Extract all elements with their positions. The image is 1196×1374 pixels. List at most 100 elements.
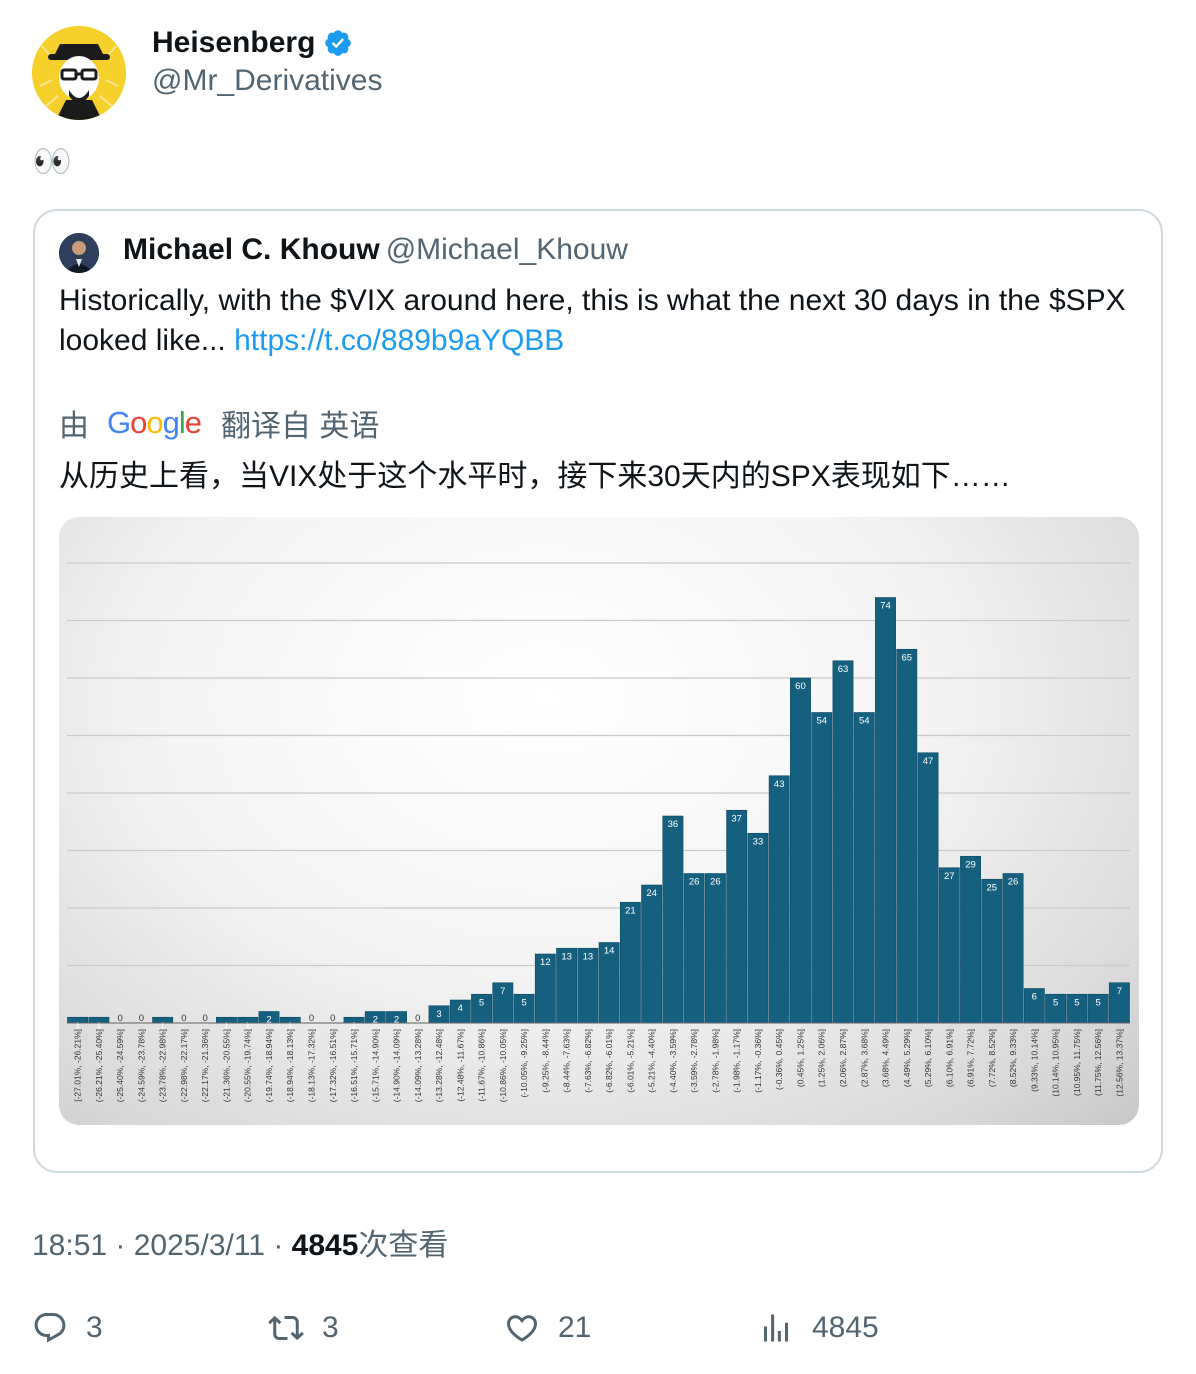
x-tick-label: (-2.78%, -1.98%] <box>710 1029 720 1093</box>
quoted-author-handle[interactable]: @Michael_Khouw <box>385 233 628 266</box>
histogram-chart: 1[-27.01%, -26.21%]1(-26.21%, -25.40%]0(… <box>67 562 1130 1102</box>
bar-value-label: 60 <box>795 681 806 692</box>
tweet-time[interactable]: 18:51 <box>32 1229 108 1262</box>
bar-value-label: 36 <box>668 819 679 830</box>
x-tick-label: (-11.67%, -10.86%] <box>477 1029 487 1102</box>
tweet-date[interactable]: 2025/3/11 <box>133 1229 265 1262</box>
x-tick-label: (-1.98%, -1.17%] <box>732 1029 742 1093</box>
quoted-link[interactable]: https://t.co/889b9aYQBB <box>234 324 565 357</box>
x-tick-label: (-3.59%, -2.78%] <box>689 1029 699 1093</box>
bar-value-label: 2 <box>266 1015 271 1026</box>
x-tick-label: (-22.17%, -21.36%] <box>200 1029 210 1102</box>
histogram-bar <box>790 677 811 1024</box>
bar-value-label: 54 <box>816 716 827 727</box>
histogram-bar <box>768 775 790 1024</box>
bar-value-label: 1 <box>351 1020 356 1031</box>
bar-value-label: 5 <box>521 997 526 1008</box>
bar-value-label: 5 <box>479 997 484 1008</box>
histogram-bar <box>853 712 875 1024</box>
action-bar: 3 3 21 4845 <box>32 1306 1162 1350</box>
bar-value-label: 26 <box>689 877 700 888</box>
x-tick-label: (2.87%, 3.68%] <box>859 1029 869 1087</box>
x-tick-label: (12.56%, 13.37%] <box>1114 1029 1124 1097</box>
google-logo-icon: Google <box>107 405 202 440</box>
repost-button[interactable]: 3 <box>268 1306 339 1350</box>
bar-value-label: 26 <box>710 877 721 888</box>
x-tick-label: (3.68%, 4.49%] <box>881 1029 891 1087</box>
bar-value-label: 47 <box>923 756 934 767</box>
heisenberg-avatar-icon[interactable] <box>32 26 126 120</box>
x-tick-label: (-10.05%, -9.25%] <box>519 1029 529 1098</box>
bar-value-label: 0 <box>139 1013 144 1024</box>
meta-separator: · <box>273 1229 292 1262</box>
x-tick-label: (-16.51%, -15.71%] <box>349 1029 359 1102</box>
histogram-bar <box>811 712 833 1024</box>
x-tick-label: (-17.32%, -16.51%] <box>328 1029 338 1102</box>
reply-button[interactable]: 3 <box>32 1306 103 1350</box>
quoted-author-name[interactable]: Michael C. Khouw <box>123 233 380 266</box>
histogram-bar <box>896 648 918 1024</box>
reply-count: 3 <box>86 1311 103 1344</box>
histogram-chart-image[interactable]: 1 [-27.01%, -26.21%] 1 (-26.21%, -25.40%] 0(… <box>59 517 1139 1125</box>
bar-value-label: 5 <box>1053 997 1058 1008</box>
x-tick-label: (-0.36%, 0.45%] <box>774 1029 784 1090</box>
x-tick-label: (-20.55%, -19.74%] <box>243 1029 253 1102</box>
x-tick-label: (-15.71%, -14.90%] <box>370 1029 380 1102</box>
bar-value-label: 0 <box>330 1013 335 1024</box>
bar-value-label: 1 <box>75 1020 80 1031</box>
x-tick-label: (9.33%, 10.14%] <box>1029 1029 1039 1092</box>
histogram-bar <box>683 873 705 1024</box>
bar-value-label: 0 <box>118 1013 123 1024</box>
histogram-bar <box>917 752 939 1024</box>
translate-suffix: 翻译自 英语 <box>221 410 380 443</box>
heart-icon <box>506 1315 538 1342</box>
translated-text: 从历史上看，当VIX处于这个水平时，接下来30天内的SPX表现如下…… <box>59 460 1011 493</box>
quoted-text: Historically, with the $VIX around here,… <box>59 284 1126 357</box>
x-tick-label: (-23.78%, -22.98%] <box>158 1029 168 1102</box>
x-tick-label: (-18.13%, -17.32%] <box>306 1029 316 1102</box>
bar-value-label: 63 <box>838 664 849 675</box>
x-tick-label: (10.95%, 11.75%] <box>1072 1029 1082 1096</box>
like-count: 21 <box>558 1311 592 1344</box>
x-tick-label: (-21.36%, -20.55%] <box>221 1029 231 1102</box>
quoted-tweet-card[interactable]: Michael C. Khouw @Michael_Khouw Historica… <box>33 209 1163 1173</box>
reply-icon <box>34 1313 66 1343</box>
views-button[interactable]: 4845 <box>758 1306 879 1350</box>
tweet-header: Heisenberg @Mr_Derivatives <box>32 26 632 122</box>
like-button[interactable]: 21 <box>504 1306 591 1350</box>
bar-value-label: 21 <box>625 905 636 916</box>
x-tick-label: (-1.17%, -0.36%] <box>753 1029 763 1093</box>
x-tick-label: (-6.01%, -5.21%] <box>625 1029 635 1093</box>
translate-prefix: 由 <box>59 410 89 443</box>
bar-value-label: 4 <box>458 1003 463 1014</box>
x-tick-label: (-6.82%, -6.01%] <box>604 1029 614 1093</box>
x-tick-label: (6.10%, 6.91%] <box>944 1029 954 1087</box>
views-action-count: 4845 <box>812 1311 879 1344</box>
meta-separator: · <box>115 1229 134 1262</box>
x-tick-label: (6.91%, 7.72%] <box>966 1029 976 1087</box>
bar-value-label: 1 <box>96 1020 101 1031</box>
x-tick-label: (-8.44%, -7.63%] <box>562 1029 572 1093</box>
bar-value-label: 26 <box>1008 877 1019 888</box>
author-name-row[interactable]: Heisenberg <box>152 26 353 60</box>
x-tick-label: (-12.48%, -11.67%] <box>455 1029 465 1102</box>
tweet-meta: 18:51 · 2025/3/11 · 4845次查看 <box>32 1220 448 1264</box>
histogram-bar <box>832 660 854 1024</box>
translation-attribution[interactable]: 由 Google 翻译自 英语 <box>59 403 379 443</box>
bar-value-label: 7 <box>1117 986 1122 997</box>
author-handle[interactable]: @Mr_Derivatives <box>152 64 383 97</box>
quoted-author-line: Michael C. Khouw @Michael_Khouw <box>123 233 628 267</box>
quoted-author-avatar[interactable] <box>59 233 99 273</box>
x-tick-label: (-19.74%, -18.94%] <box>264 1029 274 1102</box>
histogram-bar <box>641 884 663 1024</box>
bar-value-label: 1 <box>245 1020 250 1031</box>
bar-value-label: 13 <box>583 951 594 962</box>
author-display-name[interactable]: Heisenberg <box>152 26 316 59</box>
x-tick-label: (-9.25%, -8.44%] <box>540 1029 550 1093</box>
bar-value-label: 2 <box>394 1015 399 1026</box>
histogram-bar <box>704 873 726 1024</box>
bar-value-label: 1 <box>160 1020 165 1031</box>
bar-value-label: 27 <box>944 871 955 882</box>
x-tick-label: (5.29%, 6.10%] <box>923 1029 933 1087</box>
bar-value-label: 54 <box>859 716 870 727</box>
